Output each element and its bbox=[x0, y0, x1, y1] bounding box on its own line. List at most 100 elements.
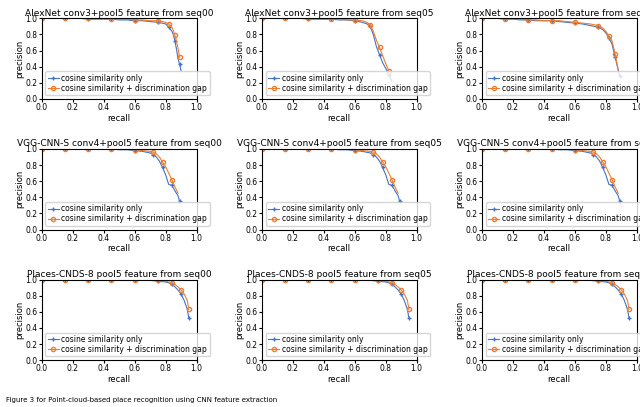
Line: cosine similarity only: cosine similarity only bbox=[480, 147, 622, 204]
cosine similarity only bbox=[171, 38, 179, 43]
cosine similarity + discrimination gap bbox=[335, 277, 343, 282]
cosine similarity + discrimination gap bbox=[611, 51, 619, 56]
cosine similarity only bbox=[131, 148, 138, 153]
cosine similarity only bbox=[524, 147, 532, 151]
cosine similarity only bbox=[478, 147, 486, 151]
Y-axis label: precision: precision bbox=[235, 170, 244, 208]
cosine similarity + discrimination gap bbox=[524, 18, 532, 22]
cosine similarity only bbox=[84, 17, 92, 22]
cosine similarity only bbox=[273, 147, 281, 151]
cosine similarity + discrimination gap bbox=[608, 280, 616, 285]
cosine similarity only bbox=[154, 279, 162, 284]
cosine similarity + discrimination gap bbox=[596, 155, 604, 160]
cosine similarity + discrimination gap bbox=[84, 16, 92, 21]
cosine similarity + discrimination gap bbox=[571, 277, 579, 282]
cosine similarity + discrimination gap bbox=[165, 280, 173, 284]
cosine similarity only bbox=[372, 155, 380, 160]
cosine similarity only bbox=[369, 32, 377, 37]
cosine similarity + discrimination gap bbox=[266, 277, 273, 282]
cosine similarity only bbox=[379, 165, 387, 170]
cosine similarity + discrimination gap bbox=[147, 18, 154, 23]
cosine similarity + discrimination gap bbox=[168, 25, 175, 30]
cosine similarity + discrimination gap bbox=[382, 279, 390, 284]
cosine similarity only bbox=[305, 277, 312, 282]
cosine similarity only bbox=[165, 25, 173, 30]
cosine similarity + discrimination gap bbox=[618, 288, 625, 293]
Legend: cosine similarity only, cosine similarity + discrimination gap: cosine similarity only, cosine similarit… bbox=[45, 333, 209, 357]
cosine similarity + discrimination gap bbox=[501, 147, 509, 151]
cosine similarity + discrimination gap bbox=[379, 160, 387, 164]
cosine similarity only bbox=[174, 56, 182, 61]
cosine similarity only bbox=[532, 18, 540, 23]
cosine similarity + discrimination gap bbox=[320, 17, 328, 22]
cosine similarity only bbox=[589, 152, 597, 157]
cosine similarity only bbox=[614, 288, 622, 293]
cosine similarity + discrimination gap bbox=[382, 61, 390, 66]
cosine similarity only bbox=[602, 172, 610, 177]
cosine similarity + discrimination gap bbox=[174, 284, 182, 289]
cosine similarity only bbox=[289, 16, 296, 21]
cosine similarity only bbox=[115, 147, 123, 152]
cosine similarity + discrimination gap bbox=[351, 277, 358, 282]
cosine similarity only bbox=[599, 27, 607, 32]
X-axis label: recall: recall bbox=[108, 375, 131, 384]
cosine similarity only bbox=[266, 147, 273, 151]
cosine similarity only bbox=[38, 147, 45, 151]
cosine similarity only bbox=[358, 20, 366, 25]
Line: cosine similarity + discrimination gap: cosine similarity + discrimination gap bbox=[260, 16, 391, 73]
cosine similarity + discrimination gap bbox=[532, 18, 540, 22]
cosine similarity + discrimination gap bbox=[53, 277, 61, 282]
cosine similarity + discrimination gap bbox=[586, 149, 594, 154]
cosine similarity + discrimination gap bbox=[38, 277, 45, 282]
cosine similarity + discrimination gap bbox=[53, 16, 61, 21]
cosine similarity only bbox=[625, 316, 633, 321]
cosine similarity only bbox=[131, 277, 138, 282]
cosine similarity only bbox=[296, 147, 304, 151]
cosine similarity only bbox=[335, 277, 343, 282]
cosine similarity only bbox=[524, 18, 532, 22]
cosine similarity + discrimination gap bbox=[369, 150, 377, 155]
cosine similarity + discrimination gap bbox=[335, 17, 343, 22]
cosine similarity only bbox=[404, 307, 412, 312]
Y-axis label: precision: precision bbox=[455, 39, 464, 78]
cosine similarity only bbox=[177, 292, 185, 297]
cosine similarity + discrimination gap bbox=[171, 33, 179, 38]
cosine similarity only bbox=[162, 22, 170, 26]
Legend: cosine similarity only, cosine similarity + discrimination gap: cosine similarity only, cosine similarit… bbox=[486, 202, 640, 226]
cosine similarity + discrimination gap bbox=[540, 18, 548, 23]
cosine similarity + discrimination gap bbox=[586, 278, 594, 283]
cosine similarity + discrimination gap bbox=[493, 277, 501, 282]
cosine similarity only bbox=[532, 277, 540, 282]
cosine similarity only bbox=[171, 284, 179, 289]
cosine similarity only bbox=[493, 16, 501, 21]
X-axis label: recall: recall bbox=[328, 375, 351, 384]
cosine similarity + discrimination gap bbox=[68, 16, 76, 21]
cosine similarity + discrimination gap bbox=[180, 292, 188, 297]
cosine similarity only bbox=[147, 278, 154, 283]
cosine similarity only bbox=[273, 16, 281, 21]
cosine similarity + discrimination gap bbox=[328, 277, 335, 282]
Y-axis label: precision: precision bbox=[455, 301, 464, 339]
cosine similarity + discrimination gap bbox=[602, 164, 610, 169]
cosine similarity + discrimination gap bbox=[366, 278, 374, 283]
cosine similarity only bbox=[366, 278, 374, 283]
cosine similarity only bbox=[608, 282, 616, 287]
cosine similarity + discrimination gap bbox=[524, 147, 532, 151]
cosine similarity + discrimination gap bbox=[115, 277, 123, 282]
cosine similarity only bbox=[532, 147, 540, 151]
cosine similarity only bbox=[540, 147, 548, 151]
cosine similarity only bbox=[168, 282, 175, 287]
cosine similarity + discrimination gap bbox=[625, 307, 633, 312]
cosine similarity only bbox=[45, 277, 53, 282]
cosine similarity only bbox=[138, 278, 146, 283]
cosine similarity + discrimination gap bbox=[296, 277, 304, 282]
cosine similarity + discrimination gap bbox=[123, 17, 131, 22]
cosine similarity + discrimination gap bbox=[258, 147, 266, 151]
cosine similarity only bbox=[571, 148, 579, 153]
cosine similarity + discrimination gap bbox=[335, 147, 343, 151]
cosine similarity only bbox=[38, 16, 45, 21]
cosine similarity only bbox=[605, 182, 612, 187]
cosine similarity + discrimination gap bbox=[68, 147, 76, 151]
cosine similarity + discrimination gap bbox=[372, 37, 380, 42]
cosine similarity only bbox=[351, 277, 358, 282]
